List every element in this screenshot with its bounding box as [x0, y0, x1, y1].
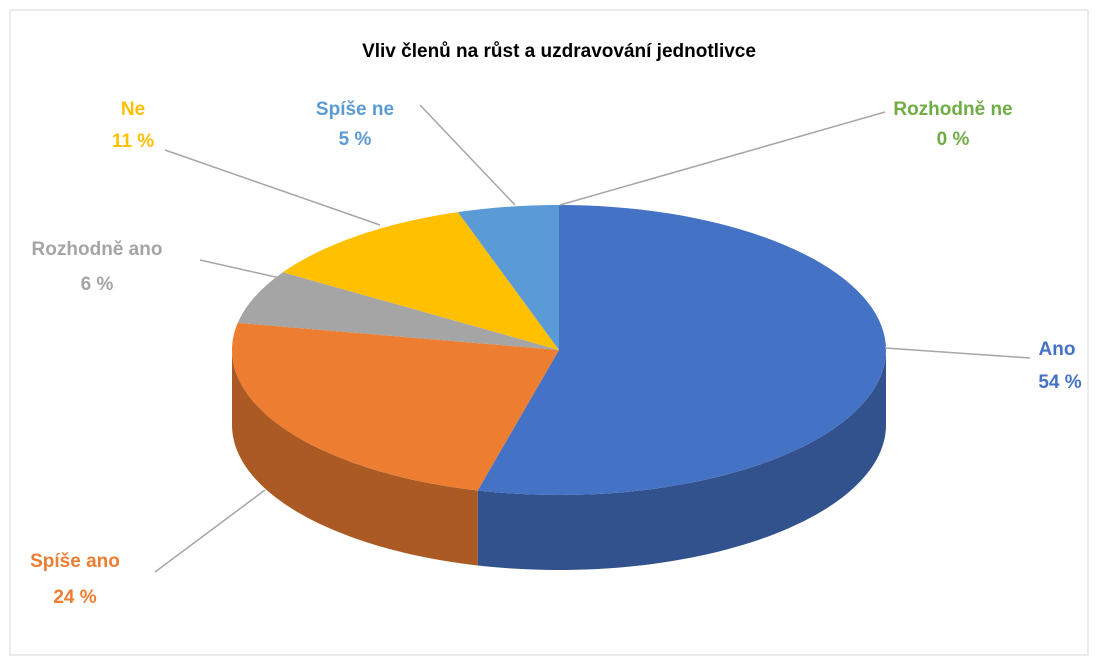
slice [237, 272, 560, 350]
data-label-name: Rozhodně ano [32, 239, 163, 260]
leader-line [419, 104, 516, 206]
data-label-name: Ano [1039, 339, 1076, 360]
slice-side [477, 350, 886, 570]
data-label-value: 5 % [339, 129, 372, 150]
slice [457, 205, 559, 350]
leader-line [884, 347, 1031, 359]
data-label-value: 6 % [81, 274, 114, 295]
chart-title: Vliv členů na růst a uzdravování jednotl… [362, 41, 756, 62]
slice [477, 205, 886, 495]
data-label-value: 11 % [112, 131, 154, 152]
data-label-name: Rozhodně ne [893, 99, 1012, 120]
leader-line [164, 149, 381, 226]
leader-line [559, 111, 886, 206]
slice-side [232, 350, 478, 566]
slice [282, 212, 559, 350]
data-label-name: Ne [121, 99, 145, 120]
data-label-name: Spíše ne [316, 99, 394, 120]
slice [232, 322, 559, 491]
leader-line [154, 489, 266, 573]
data-label-name: Spíše ano [30, 551, 120, 572]
data-label-value: 24 % [53, 587, 96, 608]
data-label-value: 54 % [1038, 372, 1081, 393]
data-label-value: 0 % [937, 129, 970, 150]
leader-line [199, 259, 281, 279]
